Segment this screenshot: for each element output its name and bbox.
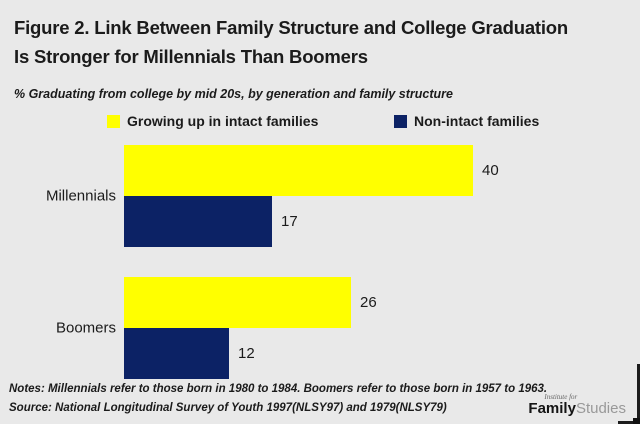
ifs-logo-brand: FamilyStudies (528, 401, 626, 417)
legend-item-non-intact: Non-intact families (394, 113, 539, 129)
screenshot-edge-artifact (637, 364, 640, 424)
ifs-logo-family: Family (528, 400, 576, 417)
bar-group-millennials: Millennials 40 17 (0, 145, 640, 247)
value-label: 17 (281, 213, 298, 230)
bar-millennials-intact (124, 145, 473, 196)
footer-notes-block: Notes: Millennials refer to those born i… (9, 380, 547, 417)
value-label: 26 (360, 294, 377, 311)
bar-millennials-non-intact (124, 196, 272, 247)
legend-swatch-non-intact-icon (394, 114, 407, 128)
bar-boomers-intact (124, 277, 351, 328)
bar-group-boomers: Boomers 26 12 (0, 277, 640, 379)
plot-area: Millennials 40 17 Boomers 26 12 (0, 140, 640, 379)
category-label-millennials: Millennials (45, 187, 116, 205)
figure-title: Figure 2. Link Between Family Structure … (14, 13, 568, 71)
figure-title-line2: Is Stronger for Millennials Than Boomers (14, 46, 368, 67)
bar-row: 40 (124, 145, 640, 196)
notes-text: Notes: Millennials refer to those born i… (9, 383, 548, 395)
figure-subtitle: % Graduating from college by mid 20s, by… (14, 87, 453, 101)
ifs-logo-studies: Studies (575, 400, 626, 417)
bar-row: 26 (124, 277, 640, 328)
screenshot-edge-artifact (633, 418, 640, 424)
source-text: Source: National Longitudinal Survey of … (9, 401, 447, 414)
figure-title-line1: Figure 2. Link Between Family Structure … (14, 17, 569, 38)
legend-swatch-intact-icon (107, 114, 120, 128)
bar-boomers-non-intact (124, 328, 229, 379)
legend-label-non-intact: Non-intact families (414, 113, 540, 129)
legend: Growing up in intact families Non-intact… (0, 113, 640, 131)
value-label: 12 (238, 345, 255, 362)
legend-item-intact: Growing up in intact families (107, 113, 318, 129)
bar-row: 17 (124, 196, 640, 247)
bar-row: 12 (124, 328, 640, 379)
category-label-boomers: Boomers (55, 319, 116, 337)
ifs-logo: Institute for FamilyStudies (528, 393, 626, 417)
ifs-logo-tagline: Institute for (544, 393, 578, 401)
legend-label-intact: Growing up in intact families (127, 113, 319, 129)
value-label: 40 (482, 162, 499, 179)
screenshot-edge-artifact (618, 421, 640, 424)
